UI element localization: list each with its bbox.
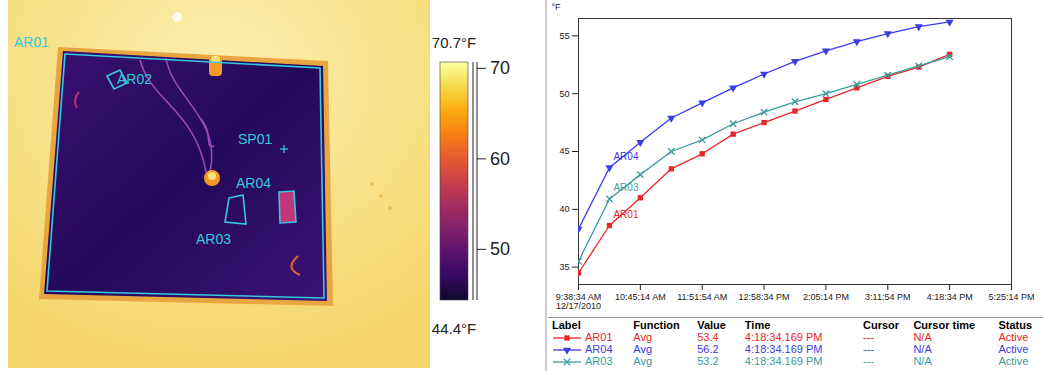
svg-text:AR03: AR03	[613, 182, 638, 193]
svg-text:60: 60	[490, 149, 510, 169]
svg-text:AR01: AR01	[613, 209, 638, 220]
html-text:Time: Time	[744, 319, 771, 331]
html-text:56.2: 56.2	[697, 343, 719, 356]
svg-text:35: 35	[559, 262, 569, 272]
svg-text:AR03: AR03	[196, 231, 231, 247]
html-text:Active: Active	[998, 331, 1029, 343]
svg-text:AR02: AR02	[117, 71, 152, 87]
html-text:53.4: 53.4	[697, 331, 719, 343]
svg-text:SP01: SP01	[238, 131, 272, 147]
html-text:Avg: Avg	[633, 331, 653, 343]
html-text:AR01: AR01	[585, 331, 613, 343]
html-text:Value: Value	[697, 319, 726, 331]
html-text:4:18:34.169 PM: 4:18:34.169 PM	[744, 355, 823, 368]
html-text:N/A: N/A	[913, 343, 932, 356]
svg-text:55: 55	[559, 31, 569, 41]
svg-text:2:05:14 PM: 2:05:14 PM	[803, 292, 849, 302]
svg-text:5:25:14 PM: 5:25:14 PM	[988, 292, 1034, 302]
html-text:Status: Status	[998, 319, 1032, 331]
svg-text:50: 50	[490, 239, 510, 259]
html-text:Function: Function	[633, 319, 680, 331]
html-text:Cursor time: Cursor time	[913, 319, 976, 331]
svg-text:50: 50	[559, 89, 569, 99]
svg-text:AR04: AR04	[236, 175, 271, 191]
html-text:Avg: Avg	[633, 343, 653, 356]
html-text:N/A: N/A	[913, 331, 932, 343]
svg-text:10:45:14 AM: 10:45:14 AM	[615, 292, 666, 302]
svg-text:45: 45	[559, 146, 569, 156]
svg-text:40: 40	[559, 204, 569, 214]
svg-text:70: 70	[490, 58, 510, 78]
svg-text:AR01: AR01	[14, 34, 49, 50]
html-text:Avg: Avg	[633, 355, 653, 368]
html-text:Active: Active	[998, 343, 1029, 356]
html-text:Cursor: Cursor	[863, 319, 900, 331]
html-text:4:18:34.169 PM: 4:18:34.169 PM	[744, 343, 823, 356]
html-text:Active: Active	[998, 355, 1029, 368]
svg-text:AR04: AR04	[613, 151, 638, 162]
svg-text:44.4°F: 44.4°F	[432, 320, 476, 337]
svg-text:11:51:54 AM: 11:51:54 AM	[677, 292, 727, 302]
html-text:Label: Label	[552, 319, 581, 331]
html-text:4:18:34.169 PM: 4:18:34.169 PM	[744, 331, 823, 343]
svg-text:3:11:54 PM: 3:11:54 PM	[865, 292, 910, 302]
svg-text:70.7°F: 70.7°F	[432, 34, 476, 51]
svg-text:4:18:34 PM: 4:18:34 PM	[927, 292, 973, 302]
svg-text:°F: °F	[552, 2, 562, 12]
html-text:AR04: AR04	[585, 343, 613, 356]
html-text:N/A: N/A	[913, 355, 932, 368]
html-text:AR03: AR03	[585, 355, 613, 368]
svg-text:12:58:34 PM: 12:58:34 PM	[739, 292, 790, 302]
html-text:53.2: 53.2	[697, 355, 719, 368]
svg-text:9:38:34 AM12/17/2010: 9:38:34 AM12/17/2010	[556, 292, 602, 311]
